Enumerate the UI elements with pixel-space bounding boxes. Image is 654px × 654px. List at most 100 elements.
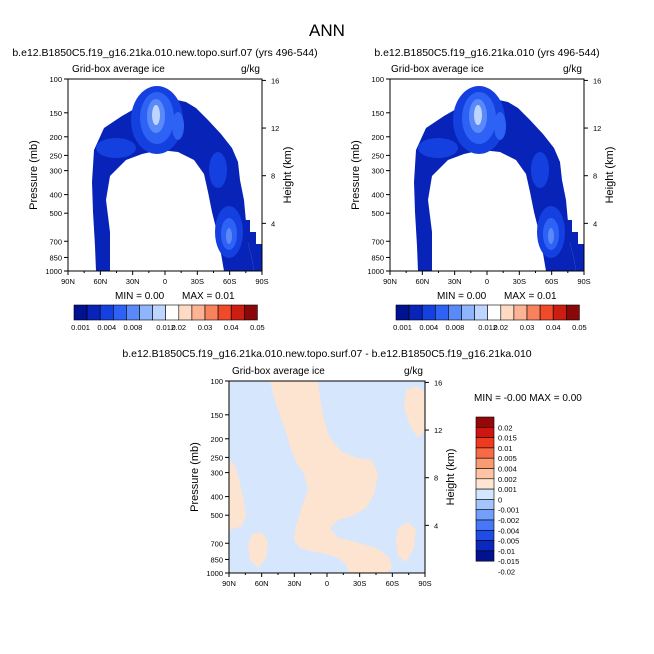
panel-3-y-right-tick-label: 16 (434, 378, 442, 387)
panel-2-lower-core-3 (548, 228, 554, 244)
panel-2-x-tick-label: 30N (448, 277, 462, 286)
panel-3-y-right-tick-label: 12 (434, 426, 442, 435)
panel-1-x-tick-label: 0 (163, 277, 167, 286)
panel-1-colorbar-label: 0.05 (250, 323, 265, 332)
panel-3-colorbar-label: -0.02 (498, 568, 515, 577)
panel-1-inner-white (106, 150, 224, 271)
panel-1-right-edge-steps (240, 220, 262, 271)
panel-3-positive-region-3 (248, 532, 268, 568)
panel-3-y-tick-label: 300 (210, 469, 223, 478)
panel-2-colorbar-cell (487, 304, 502, 321)
panel-3-positive-region-1 (270, 381, 392, 573)
panel-1-colorbar-cell (126, 304, 140, 321)
panel-2-y-right-tick-label: 4 (593, 219, 597, 228)
panel-2-colorbar-cell (513, 304, 528, 321)
panel-1-colorbar-cell (73, 304, 88, 321)
panel-3-colorbar-label: 0 (498, 495, 502, 504)
panel-2-colorbar-cell (500, 304, 515, 321)
panel-1-colorbar-cell (178, 304, 193, 321)
panel-3-colorbar-cell (475, 529, 495, 541)
panel-3-positive-region-4 (404, 386, 425, 438)
panel-2-y-tick-label: 700 (371, 237, 384, 246)
panel-3-colorbar-label: 0.002 (498, 475, 517, 484)
panel-2-colorbar-cell (565, 304, 580, 321)
panel-3-colorbar-label: -0.004 (498, 526, 519, 535)
panel-3-colorbar-label: -0.002 (498, 516, 519, 525)
panel-2-colorbar-cell (474, 304, 489, 321)
panel-1-colorbar-label: 0.03 (198, 323, 213, 332)
panel-3-minmax-label: MIN = -0.00 MAX = 0.00 (474, 393, 582, 404)
panel-1-x-tick-label: 90N (61, 277, 75, 286)
panel-3-colorbar-label: 0.015 (498, 434, 517, 443)
main-title: ANN (309, 21, 345, 40)
panel-1-colorbar-cell (165, 304, 180, 321)
panel-1-y-right-tick-label: 12 (271, 124, 279, 133)
panel-3-colorbar-label: 0.01 (498, 444, 513, 453)
panel-3-x-tick-label: 60S (386, 579, 399, 588)
panel-1-y-tick-label: 500 (49, 209, 62, 218)
panel-3-colorbar-cell (475, 478, 495, 490)
panel-2-y-tick-label: 400 (371, 191, 384, 200)
panel-2-colorbar-label: 0.02 (493, 323, 508, 332)
panel-2-colorbar-cell (395, 304, 410, 321)
panel-3-colorbar-label: 0.02 (498, 423, 513, 432)
panel-2-white-region (390, 79, 584, 271)
panel-1-colorbar-cell (99, 304, 114, 321)
panel-1-colorbar-cell (113, 304, 127, 321)
panel-3-positive-region-5 (396, 522, 416, 562)
panel-1-axes: 100 150 200 250 300 400 500 700 850 1000 16 12 8 4 90N… (45, 75, 279, 286)
panel-1-y-tick-label: 250 (49, 151, 62, 160)
panel-2-colorbar-label: 0.03 (520, 323, 535, 332)
panel-1-arm-core (209, 152, 227, 188)
panel-1-units-label: g/kg (241, 64, 260, 75)
panel-2-ylabel: Pressure (mb) (350, 140, 362, 210)
panel-1-title: b.e12.B1850C5.f19_g16.21ka.010.new.topo.… (12, 47, 317, 59)
panel-1-y-tick-label: 100 (49, 75, 62, 84)
panel-2-colorbar-cell (408, 304, 423, 321)
panel-1-colorbar-label: 0.012 (156, 323, 175, 332)
panel-3-colorbar-label: -0.001 (498, 506, 519, 515)
panel-1-colorbar-label: 0.04 (224, 323, 239, 332)
panel-3-y-tick-label: 250 (210, 453, 223, 462)
panel-2-arm-core (531, 152, 549, 188)
panel-1-white-region (68, 79, 262, 271)
panel-3-y-tick-label: 1000 (206, 569, 223, 578)
panel-3-units-label: g/kg (404, 366, 423, 377)
panel-3-colorbar-cell (475, 499, 495, 510)
panel-2-shoulder-left (418, 138, 458, 158)
panel-1-y-right-tick-label: 16 (271, 76, 279, 85)
panel-1-colorbar-cell (152, 304, 167, 321)
panel-3: b.e12.B1850C5.f19_g16.21ka.010.new.topo.… (122, 348, 582, 588)
panel-2-max-label: MAX = 0.01 (504, 291, 557, 302)
panel-3-colorbar-label: 0.004 (498, 465, 517, 474)
panel-1-x-tick-label: 30N (126, 277, 140, 286)
panel-3-colorbar-cell (475, 540, 495, 552)
panel-2-colorbar-cell (552, 304, 567, 321)
panel-1-ylabel-right: Height (km) (282, 147, 294, 204)
panel-1-y-tick-label: 150 (49, 109, 62, 118)
panel-3-y-right-tick-label: 8 (434, 474, 438, 483)
panel-3-y-tick-label: 850 (210, 555, 223, 564)
panel-1-y-right-tick-label: 4 (271, 219, 275, 228)
panel-3-colorbar-label: 0.001 (498, 485, 517, 494)
panel-1-shoulder-left (96, 138, 136, 158)
panel-2-x-tick-label: 90N (383, 277, 397, 286)
panel-3-colorbar-cell (475, 457, 495, 469)
panel-1-x-tick-label: 60S (223, 277, 236, 286)
panel-3-colorbar-cell (475, 509, 495, 521)
panel-2-colorbar-cell (421, 304, 436, 321)
panel-3-colorbar-label: -0.015 (498, 557, 519, 566)
panel-3-y-tick-label: 700 (210, 539, 223, 548)
panel-2-title: b.e12.B1850C5.f19_g16.21ka.010 (yrs 496-… (374, 47, 599, 59)
panel-2-left-label: Grid-box average ice (391, 64, 484, 75)
panel-1-x-tick-label: 30S (191, 277, 204, 286)
panel-2-units-label: g/kg (563, 64, 582, 75)
panel-1-colorbar-cell (217, 304, 232, 321)
panel-1-lower-core-3 (226, 228, 232, 244)
panel-1-colorbar-cell (204, 304, 219, 321)
panel-1-core-4 (152, 105, 160, 125)
